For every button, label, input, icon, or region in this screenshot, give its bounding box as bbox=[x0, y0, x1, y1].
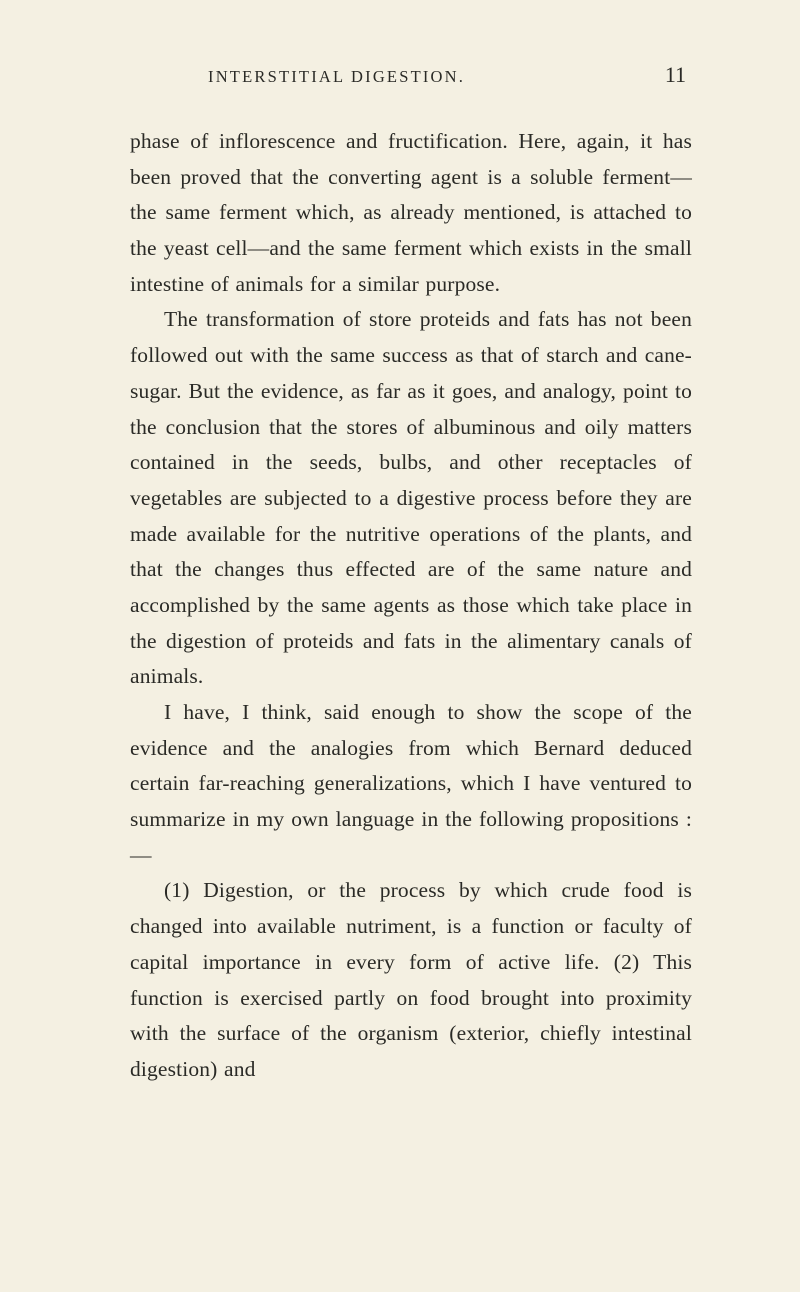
header-line: INTERSTITIAL DIGESTION. 11 bbox=[130, 62, 692, 88]
body-text: phase of inflorescence and fructificatio… bbox=[130, 124, 692, 1088]
paragraph: I have, I think, said enough to show the… bbox=[130, 695, 692, 873]
paragraph-continuation: phase of inflorescence and fructificatio… bbox=[130, 124, 692, 302]
paragraph-list: (1) Digestion, or the process by which c… bbox=[130, 873, 692, 1087]
paragraph: The transformation of store proteids and… bbox=[130, 302, 692, 695]
page-number: 11 bbox=[665, 62, 686, 88]
running-head: INTERSTITIAL DIGESTION. bbox=[208, 67, 465, 87]
page: INTERSTITIAL DIGESTION. 11 phase of infl… bbox=[0, 0, 800, 1292]
